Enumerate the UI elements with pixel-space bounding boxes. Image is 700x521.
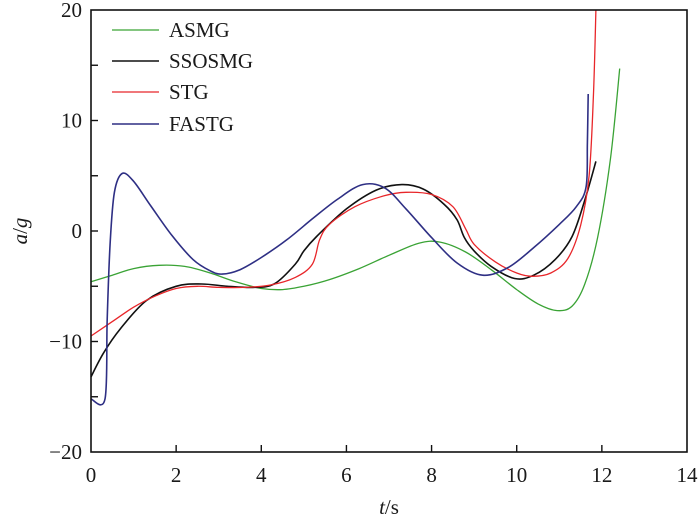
x-tick-label: 12 — [591, 463, 612, 487]
x-axis-label: t/s — [379, 495, 399, 519]
y-tick-label: 20 — [61, 0, 82, 22]
x-tick-label: 0 — [86, 463, 97, 487]
x-tick-label: 8 — [426, 463, 437, 487]
y-tick-label: −20 — [49, 440, 82, 464]
y-tick-label: 10 — [61, 109, 82, 133]
y-axis-label-a: a — [8, 234, 32, 245]
series-layer — [90, 9, 621, 406]
x-tick-label: 6 — [341, 463, 352, 487]
legend-label-fastg: FASTG — [169, 112, 234, 136]
x-tick-label: 14 — [677, 463, 699, 487]
series-line-stg — [90, 9, 597, 337]
y-axis-label-sep: / — [8, 228, 32, 234]
y-axis-label-g: g — [8, 218, 32, 229]
x-axis-label-unit: /s — [385, 495, 399, 519]
x-tick-label: 2 — [171, 463, 182, 487]
series-line-asmg — [90, 68, 621, 312]
series-line-ssosmg — [90, 161, 597, 378]
legend-label-ssosmg: SSOSMG — [169, 49, 253, 73]
legend-label-asmg: ASMG — [169, 18, 230, 42]
series-line-fastg — [90, 93, 589, 406]
y-tick-label: −10 — [49, 330, 82, 354]
x-tick-label: 4 — [256, 463, 267, 487]
ticks-layer: 0 2 4 6 8 10 12 14 −20 −10 0 10 20 — [49, 0, 698, 487]
y-axis-label: a/g — [8, 218, 32, 245]
legend: ASMG SSOSMG STG FASTG — [112, 18, 253, 136]
x-tick-label: 10 — [506, 463, 527, 487]
x-axis-label-var: t — [379, 495, 386, 519]
plot-frame — [90, 9, 688, 453]
legend-label-stg: STG — [169, 80, 209, 104]
y-tick-label: 0 — [72, 219, 83, 243]
